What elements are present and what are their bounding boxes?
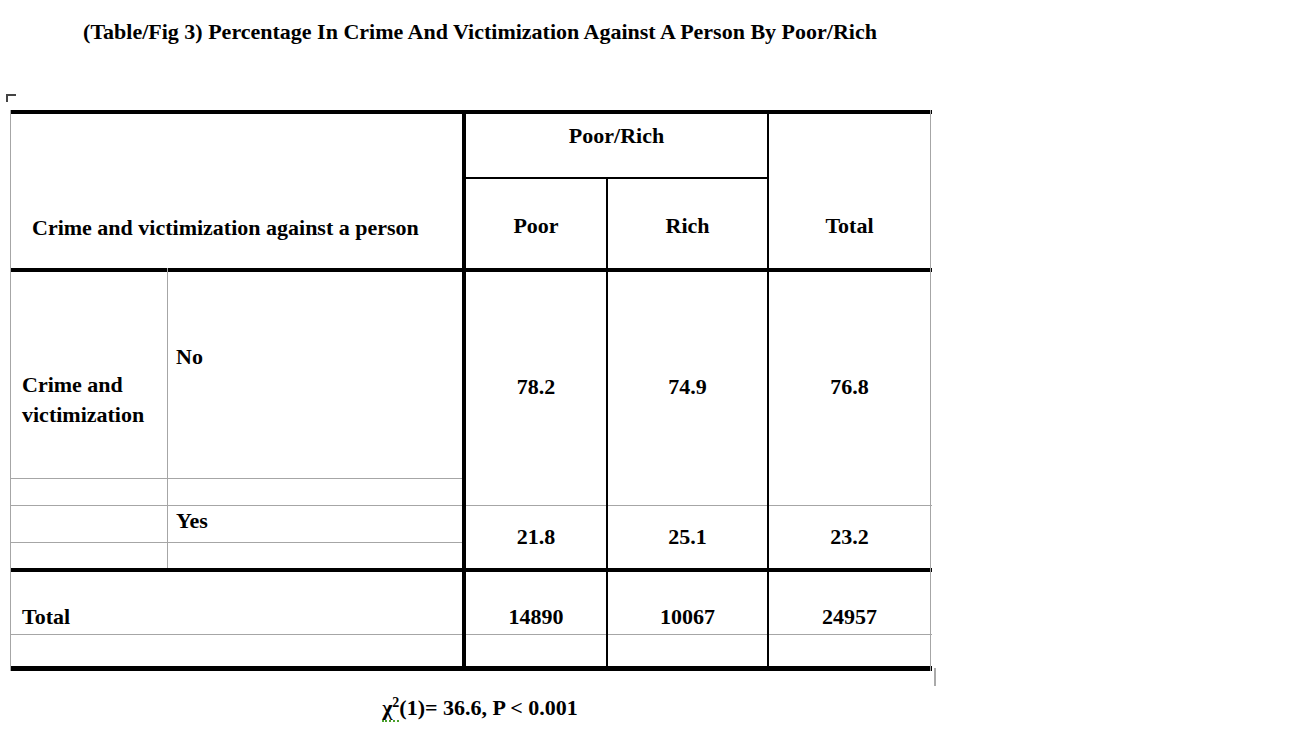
- total-grand: 24957: [769, 602, 930, 632]
- value-no-total: 76.8: [769, 372, 930, 402]
- no-yes-divider: [10, 505, 932, 506]
- table-border-right: [930, 110, 931, 671]
- total-poor: 14890: [466, 602, 606, 632]
- table-border-bottom: [10, 666, 932, 671]
- value-yes-total: 23.2: [769, 522, 930, 552]
- chi-statement: (1)= 36.6, P < 0.001: [399, 695, 577, 720]
- statistics-table: Poor/Rich Poor Rich Total Crime and vict…: [10, 110, 932, 672]
- yes-row-underline: [10, 542, 465, 543]
- no-row-underline: [10, 478, 465, 479]
- total-rich: 10067: [608, 602, 767, 632]
- chi-symbol: χ: [382, 695, 392, 720]
- col-header-poor: Poor: [466, 211, 606, 241]
- header-bottom-rule: [10, 268, 932, 272]
- row-label-yes: Yes: [176, 506, 296, 536]
- total-row-underline: [10, 634, 932, 635]
- value-yes-rich: 25.1: [608, 522, 767, 552]
- row-label-no: No: [176, 342, 296, 372]
- col-group-header: Poor/Rich: [466, 121, 767, 151]
- colgroup-underline: [463, 177, 768, 179]
- value-yes-poor: 21.8: [466, 522, 606, 552]
- col-header-rich: Rich: [608, 211, 767, 241]
- figure-title: (Table/Fig 3) Percentage In Crime And Vi…: [10, 16, 950, 48]
- table-border-top: [10, 110, 932, 114]
- row-group-label: Crime and victimization: [22, 370, 157, 430]
- poor-rich-divider: [606, 177, 608, 671]
- col-header-total: Total: [769, 211, 930, 241]
- figure-canvas: (Table/Fig 3) Percentage In Crime And Vi…: [0, 0, 1298, 732]
- chi-square-footnote: χ2(1)= 36.6, P < 0.001: [10, 688, 950, 723]
- table-border-left: [10, 110, 11, 671]
- total-row-label: Total: [22, 602, 222, 632]
- stub-sub-divider: [167, 268, 168, 568]
- row-header: Crime and victimization against a person: [14, 212, 460, 243]
- value-no-rich: 74.9: [608, 372, 767, 402]
- chi-squared-term: χ2: [382, 695, 399, 722]
- total-top-rule: [10, 568, 932, 572]
- value-no-poor: 78.2: [466, 372, 606, 402]
- scan-artifact-top-left: [6, 94, 16, 102]
- scan-artifact-bottom-right: [934, 668, 936, 686]
